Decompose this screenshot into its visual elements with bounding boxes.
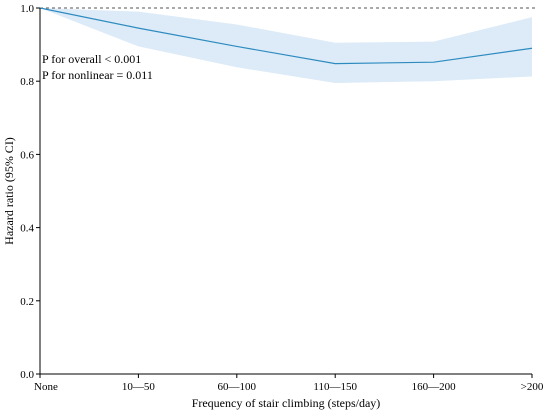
- y-tick-label-2: 0.4: [20, 223, 34, 235]
- annotation-overall: P for overall < 0.001: [42, 52, 141, 66]
- x-tick-label-3: 110—150: [313, 381, 357, 393]
- y-axis-title: Hazard ratio (95% CI): [2, 137, 16, 245]
- series-line: [39, 7, 533, 65]
- x-tick-label-1: 10—50: [122, 381, 156, 393]
- y-tick-label-1: 0.2: [20, 296, 34, 308]
- x-tick-label-2: 60—100: [218, 381, 257, 393]
- x-tick-label-5: >200: [521, 381, 544, 393]
- plot-area: 0.0 0.2 0.4 0.6 0.8 1.0 None 10—50 60—100 110—150…: [20, 3, 544, 393]
- y-tick-label-4: 0.8: [20, 76, 34, 88]
- x-axis-title: Frequency of stair climbing (steps/day): [192, 396, 381, 410]
- annotation-nonlinear: P for nonlinear = 0.011: [42, 68, 153, 82]
- y-tick-label-3: 0.6: [20, 149, 34, 161]
- x-tick-label-4: 160—200: [412, 381, 457, 393]
- ci-band: [40, 8, 532, 84]
- y-tick-label-5: 1.0: [20, 3, 34, 15]
- x-tick-label-0: None: [34, 381, 58, 393]
- y-tick-label-0: 0.0: [20, 369, 34, 381]
